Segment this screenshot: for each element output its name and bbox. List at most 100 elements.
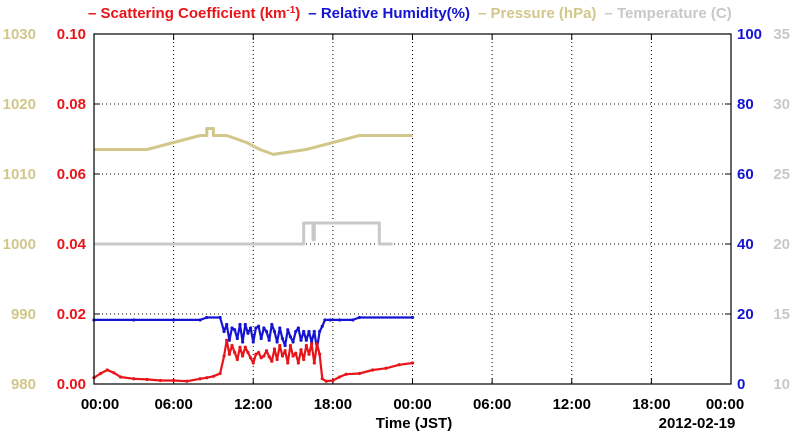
scattering-point (222, 354, 226, 358)
legend-humidity: – Relative Humidity(%) (308, 5, 470, 22)
x-tick-label: 00:00 (393, 396, 431, 413)
scattering-point (296, 361, 300, 365)
legend-pressure: – Pressure (hPa) (478, 5, 596, 22)
humidity-point (304, 338, 308, 342)
scattering-point (307, 352, 311, 356)
humidity-point (262, 326, 266, 330)
humidity-point (243, 322, 247, 327)
scattering-tick-label: 0.00 (57, 376, 86, 393)
humidity-point (222, 329, 226, 334)
humidity-tick-label: 60 (737, 166, 754, 183)
humidity-point (280, 336, 285, 341)
humidity-point (256, 324, 261, 328)
humidity-tick-label: 100 (737, 26, 762, 43)
scattering-point (371, 368, 375, 372)
humidity-tick-label: 20 (737, 306, 754, 323)
pressure-tick-label: 990 (11, 306, 36, 323)
plot-frame (93, 33, 732, 385)
legend-swatch: – (604, 5, 617, 22)
temperature-tick-label: 15 (773, 306, 790, 323)
scattering-point (286, 361, 290, 365)
pressure-tick-label: 1020 (3, 96, 36, 113)
humidity-point (270, 322, 274, 327)
scattering-point (283, 349, 287, 353)
humidity-point (246, 331, 250, 335)
scattering-point (320, 377, 324, 381)
legend-label: Temperature ( (617, 5, 716, 22)
pressure-tick-label: 1010 (3, 166, 36, 183)
scattering-point (315, 342, 319, 346)
scattering-point (397, 363, 401, 367)
x-tick-label: 06:00 (154, 396, 192, 413)
scattering-point (254, 352, 258, 356)
humidity-point (312, 329, 316, 334)
humidity-point (205, 315, 209, 320)
humidity-point (328, 318, 332, 322)
scattering-point (280, 354, 285, 358)
humidity-point (218, 315, 222, 320)
humidity-point (283, 343, 287, 348)
scattering-tick-label: 0.02 (57, 306, 86, 323)
scattering-point (145, 377, 149, 382)
humidity-point (238, 322, 242, 327)
humidity-point (275, 340, 279, 344)
legend-label: Relative Humidity(%) (321, 5, 470, 22)
scattering-point (267, 355, 271, 359)
humidity-point (230, 326, 234, 330)
scattering-point (198, 377, 202, 381)
scattering-tick-label: 0.04 (57, 236, 87, 253)
scattering-point (312, 361, 316, 365)
humidity-point (241, 340, 245, 344)
scattering-point (211, 374, 216, 378)
humidity-point (302, 329, 306, 334)
scattering-point (246, 350, 250, 355)
x-tick-label: 18:00 (314, 396, 352, 413)
x-tick-label: 06:00 (473, 396, 511, 413)
plot-area (92, 127, 415, 383)
scattering-point (278, 343, 282, 348)
scattering-point (118, 375, 123, 379)
legend-scattering: – Scattering Coefficient (km-1) (88, 5, 300, 23)
humidity-point (259, 336, 263, 341)
humidity-point (357, 315, 362, 320)
scattering-point (158, 378, 162, 383)
scattering-point (275, 357, 279, 362)
humidity-point (294, 329, 298, 334)
scattering-point (291, 354, 295, 358)
humidity-point (337, 318, 342, 322)
pressure-tick-label: 1000 (3, 236, 36, 253)
humidity-point (272, 329, 277, 334)
pressure-tick-label: 1030 (3, 26, 36, 43)
humidity-point (286, 328, 290, 332)
humidity-point (248, 326, 253, 330)
legend-temperature: – Temperature (C) (604, 5, 731, 22)
scattering-point (132, 377, 136, 381)
humidity-point (351, 318, 355, 322)
scattering-point (357, 371, 362, 376)
scattering-point (331, 378, 335, 383)
humidity-point (225, 322, 229, 327)
scattering-point (264, 349, 269, 353)
humidity-point (296, 326, 300, 330)
scattering-point (185, 379, 189, 383)
x-tick-label: 00:00 (706, 396, 744, 413)
legend-label-tail: ) (295, 5, 300, 22)
x-axis-title: Time (JST) (376, 415, 452, 432)
scattering-point (248, 356, 253, 360)
humidity-point (227, 338, 231, 342)
scattering-point (241, 354, 245, 358)
scattering-point (235, 357, 239, 362)
humidity-point (288, 335, 293, 339)
date-label: 2012-02-19 (659, 415, 736, 432)
scattering-tick-label: 0.10 (57, 26, 86, 43)
x-tick-label: 00:00 (81, 396, 119, 413)
scattering-point (112, 371, 116, 375)
humidity-point (132, 318, 136, 322)
scattering-point (299, 348, 303, 352)
scattering-point (105, 368, 109, 372)
temperature-tick-label: 30 (773, 96, 790, 113)
legend-label: Scattering Coefficient (km (101, 5, 287, 22)
scattering-point (233, 350, 237, 355)
humidity-point (233, 328, 237, 332)
scattering-point (310, 342, 314, 346)
